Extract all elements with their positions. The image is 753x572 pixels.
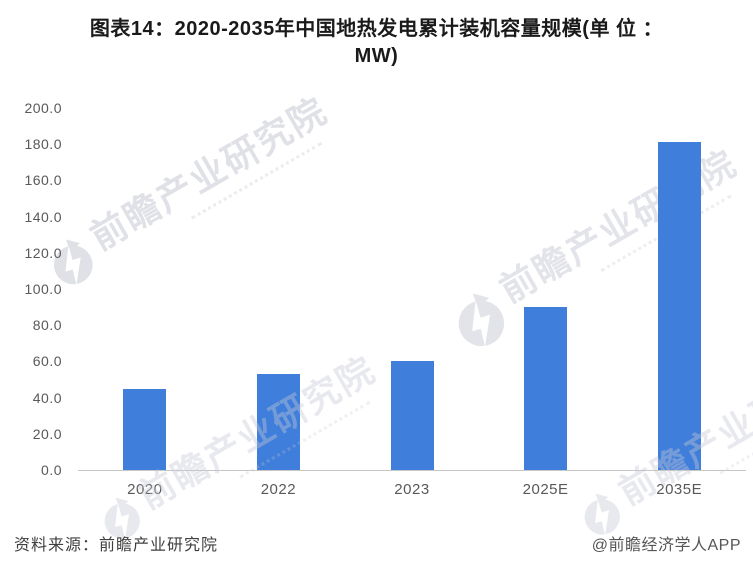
chart-title: 图表14：2020-2035年中国地热发电累计装机容量规模(单 位 ： MW) — [20, 16, 733, 70]
chart-title-line1: 图表14：2020-2035年中国地热发电累计装机容量规模(单 位 ： — [89, 18, 664, 40]
credit-text: @前瞻经济学人APP — [591, 537, 741, 554]
source-text: 资料来源：前瞻产业研究院 — [14, 537, 219, 554]
y-axis-tick-label: 160.0 — [24, 172, 62, 189]
y-axis-tick-label: 20.0 — [32, 425, 62, 442]
x-axis-label: 2025E — [522, 481, 569, 498]
bar-2020 — [123, 388, 167, 470]
bar-2022 — [256, 374, 300, 470]
y-axis-tick-label: 80.0 — [32, 317, 62, 334]
y-axis-tick-label: 120.0 — [24, 244, 62, 261]
bar-2023 — [390, 361, 434, 470]
chart-title-line2: MW) — [354, 45, 399, 67]
y-axis-tick-label: 60.0 — [32, 353, 62, 370]
plot-area: 2020 2022 2023 2025E 2035E — [78, 108, 746, 498]
bar-2025E — [524, 307, 568, 470]
x-axis-label: 2023 — [394, 481, 430, 498]
x-axis-label: 2035E — [656, 481, 703, 498]
footer: 资料来源：前瞻产业研究院 @前瞻经济学人APP — [14, 531, 741, 555]
y-axis-tick-label: 200.0 — [24, 100, 62, 116]
y-axis: 200.0 180.0 160.0 140.0 120.0 100.0 80.0 60.0 40… — [12, 100, 62, 478]
y-axis-tick-label: 40.0 — [32, 389, 62, 406]
x-axis-line — [78, 470, 746, 471]
y-axis-tick-label: 0.0 — [41, 462, 62, 478]
y-axis-tick-label: 180.0 — [24, 136, 62, 153]
y-axis-tick-label: 140.0 — [24, 208, 62, 225]
y-axis-tick-label: 100.0 — [24, 281, 62, 297]
bar-2035E — [657, 142, 701, 470]
x-axis-label: 2020 — [127, 481, 163, 498]
x-axis-label: 2022 — [260, 481, 297, 498]
